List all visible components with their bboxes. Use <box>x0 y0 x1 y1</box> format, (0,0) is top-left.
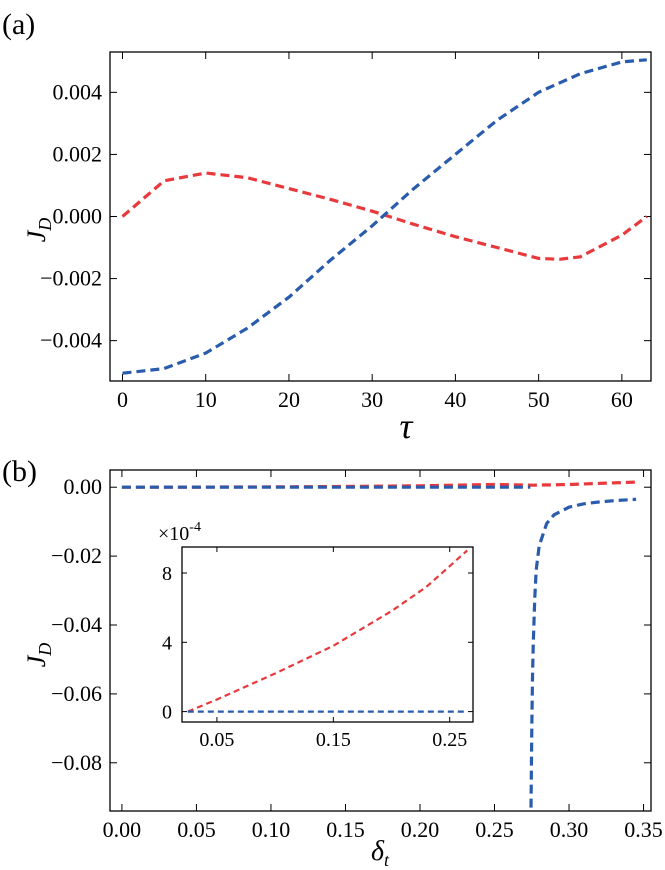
inset-series-red-line <box>187 549 468 713</box>
panel-a-x-tick-label: 50 <box>528 387 550 412</box>
inset-y-ticks: 0 4 8 <box>162 563 473 724</box>
panel-b: (b) 0.00 0.05 0.10 0.15 0.20 0.25 0.30 0.35 0.0… <box>2 455 663 870</box>
panel-a-y-tick-label: −0.002 <box>40 266 102 291</box>
panel-b-x-tick-label: 0.20 <box>401 817 440 842</box>
inset-frame <box>181 546 474 723</box>
panel-b-y-tick-label: 0.00 <box>64 474 103 499</box>
panel-b-x-tick-label: 0.25 <box>475 817 514 842</box>
inset-y-tick-label: 8 <box>162 563 172 585</box>
inset-scale-base: ×10 <box>158 523 189 545</box>
panel-b-series <box>121 480 637 808</box>
inset-scale-label: ×10-4 <box>158 520 201 545</box>
panel-b-x-label-sub: t <box>384 850 390 870</box>
inset-background <box>182 547 473 722</box>
panel-b-x-tick-label: 0.00 <box>103 817 142 842</box>
panel-b-frame <box>109 469 652 812</box>
panel-a-y-label-sub: D <box>35 218 55 232</box>
panel-b-y-ticks: 0.00 −0.02 −0.04 −0.06 −0.08 <box>51 474 651 775</box>
panel-a-x-tick-label: 0 <box>117 387 128 412</box>
inset-scale-exponent: -4 <box>189 520 201 535</box>
panel-b-y-tick-label: −0.06 <box>51 681 102 706</box>
panel-b-inset: 0.05 0.15 0.25 0 4 8 ×10-4 <box>158 520 474 751</box>
inset-x-tick-label: 0.05 <box>199 729 234 751</box>
inset-x-tick-label: 0.15 <box>316 729 351 751</box>
panel-b-y-tick-label: −0.04 <box>51 612 102 637</box>
panel-a-series-blue-line <box>122 58 647 375</box>
panel-a-y-tick-label: 0.000 <box>53 204 103 229</box>
panel-a: (a) 0 10 20 30 40 50 60 0.004 0.002 0.000 −0.002 −… <box>2 8 652 446</box>
panel-b-y-label: JD <box>22 643 55 668</box>
panel-b-y-label-main: J <box>22 654 51 667</box>
panel-a-x-tick-label: 10 <box>195 387 217 412</box>
panel-b-series-blue-line <box>529 497 637 808</box>
panel-b-x-ticks: 0.00 0.05 0.10 0.15 0.20 0.25 0.30 0.35 <box>103 470 663 842</box>
panel-a-series-red-line <box>121 171 648 261</box>
panel-a-y-tick-label: 0.004 <box>53 79 103 104</box>
panel-b-y-label-sub: D <box>35 643 55 657</box>
panel-b-x-label-main: δ <box>371 836 385 867</box>
panel-b-label: (b) <box>2 455 37 488</box>
panel-b-x-tick-label: 0.35 <box>624 817 663 842</box>
panel-b-x-label: δt <box>371 836 390 870</box>
panel-a-label: (a) <box>2 8 35 41</box>
panel-b-series-red-line <box>121 480 637 489</box>
panel-a-x-ticks: 0 10 20 30 40 50 60 <box>117 52 633 412</box>
panel-a-x-tick-label: 60 <box>611 387 633 412</box>
inset-x-tick-label: 0.25 <box>432 729 467 751</box>
panel-b-x-tick-label: 0.05 <box>177 817 216 842</box>
panel-a-series <box>121 58 648 375</box>
panel-a-x-tick-label: 40 <box>444 387 466 412</box>
inset-y-tick-label: 4 <box>162 632 172 654</box>
inset-y-tick-label: 0 <box>162 702 172 724</box>
panel-a-y-tick-label: 0.002 <box>53 141 103 166</box>
panel-b-x-tick-label: 0.10 <box>252 817 291 842</box>
panel-a-x-tick-label: 30 <box>361 387 383 412</box>
panel-a-y-ticks: 0.004 0.002 0.000 −0.002 −0.004 <box>40 79 651 353</box>
inset-x-ticks: 0.05 0.15 0.25 <box>199 547 467 751</box>
panel-a-y-label-main: J <box>22 229 51 242</box>
panel-b-x-tick-label: 0.30 <box>550 817 589 842</box>
panel-a-y-label: JD <box>22 218 55 243</box>
inset-series <box>187 549 468 713</box>
panel-a-y-tick-label: −0.004 <box>40 328 102 353</box>
panel-b-y-tick-label: −0.02 <box>51 543 102 568</box>
panel-b-x-tick-label: 0.15 <box>326 817 365 842</box>
panel-a-x-tick-label: 20 <box>278 387 300 412</box>
panel-a-x-label: τ <box>400 406 414 446</box>
panel-b-y-tick-label: −0.08 <box>51 750 102 775</box>
